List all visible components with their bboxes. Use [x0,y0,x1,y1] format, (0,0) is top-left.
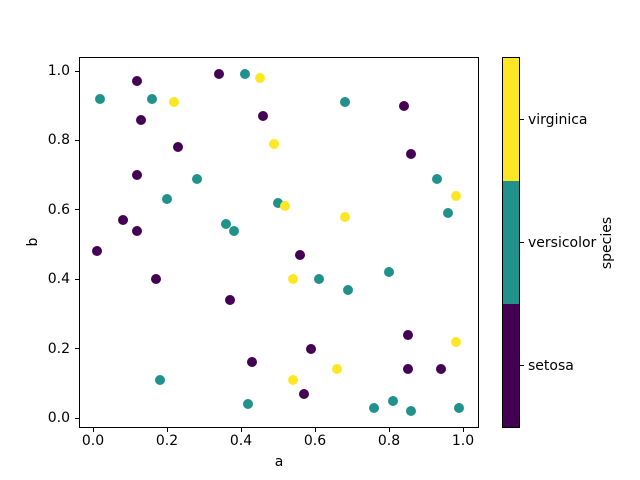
data-point-setosa [91,246,102,257]
data-point-virginica [450,336,461,347]
y-tick-mark [75,209,79,211]
plot-area [79,57,479,428]
data-point-versicolor [162,194,172,205]
x-tick-label: 0.6 [303,433,327,449]
colorbar-segment-virginica [503,58,519,181]
colorbar-tick-mark [520,119,524,120]
y-tick-label: 0.6 [47,201,70,218]
data-point-versicolor [228,225,239,236]
data-point-versicolor [339,97,350,108]
data-point-setosa [213,69,224,80]
x-tick-label: 0.8 [377,433,401,449]
data-point-versicolor [406,406,417,417]
y-axis-label: b [25,237,41,247]
y-tick-mark [75,70,79,72]
y-tick-label: 0.8 [47,132,70,149]
data-point-versicolor [154,374,165,385]
x-tick-label: 0.4 [229,433,253,449]
colorbar-segment-versicolor [503,181,519,304]
data-point-versicolor [313,274,324,285]
y-tick-mark [75,139,79,141]
data-point-setosa [132,225,143,236]
data-point-virginica [450,190,461,201]
data-point-setosa [224,295,235,306]
y-tick-mark [75,417,79,419]
data-point-setosa [306,343,317,354]
data-point-virginica [287,374,298,385]
x-tick-mark [240,428,242,432]
data-point-virginica [269,138,280,149]
colorbar-tick-label: virginica [528,111,588,128]
y-tick-mark [75,348,79,350]
data-point-versicolor [191,173,202,184]
y-tick-label: 0.0 [47,410,70,426]
data-point-setosa [247,357,258,368]
data-point-setosa [402,364,413,375]
data-point-virginica [280,201,291,212]
data-point-versicolor [343,284,354,295]
data-point-setosa [132,170,143,181]
data-point-setosa [435,364,446,375]
data-point-versicolor [384,267,394,278]
data-point-setosa [298,388,309,399]
x-tick-mark [314,428,316,432]
x-tick-mark [388,428,390,432]
data-point-versicolor [387,395,398,406]
data-point-versicolor [454,402,465,413]
data-point-setosa [132,76,143,87]
data-point-virginica [287,274,298,285]
colorbar-tick-mark [520,365,524,366]
y-tick-mark [75,278,79,280]
data-point-setosa [117,215,128,226]
data-point-versicolor [432,173,443,184]
data-point-virginica [332,364,343,375]
colorbar-tick-label: versicolor [528,234,597,251]
data-point-setosa [295,249,306,260]
data-point-versicolor [221,218,232,229]
colorbar [502,57,520,428]
data-point-versicolor [243,399,254,410]
x-axis-label: a [274,454,284,470]
colorbar-tick-mark [520,242,524,243]
data-point-virginica [339,211,350,222]
data-point-versicolor [273,197,283,208]
data-point-setosa [398,100,409,111]
data-point-versicolor [147,93,158,104]
colorbar-label: species [599,216,615,270]
data-point-setosa [258,111,269,122]
x-tick-mark [92,428,94,432]
data-point-versicolor [443,208,454,219]
colorbar-segment-setosa [503,304,519,427]
data-point-setosa [173,142,184,153]
y-tick-label: 0.4 [47,271,70,288]
x-tick-mark [166,428,168,432]
x-tick-mark [462,428,464,432]
colorbar-tick-label: setosa [528,357,574,374]
data-point-versicolor [369,402,380,413]
data-point-setosa [150,274,161,285]
data-point-setosa [136,114,147,125]
data-point-versicolor [239,69,250,80]
x-tick-label: 1.0 [451,433,475,449]
data-point-versicolor [95,93,106,104]
x-tick-label: 0.2 [155,433,179,449]
x-tick-label: 0.0 [81,433,105,449]
data-point-virginica [169,97,180,108]
data-point-setosa [402,329,413,340]
data-point-setosa [406,149,417,160]
y-tick-label: 0.2 [47,340,70,357]
y-tick-label: 1.0 [47,63,70,79]
data-point-virginica [254,72,265,83]
